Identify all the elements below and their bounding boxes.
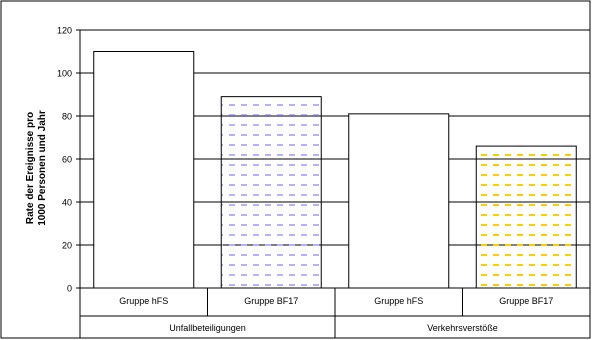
category-label: Gruppe BF17 bbox=[499, 296, 553, 306]
y-tick-label: 40 bbox=[62, 198, 72, 208]
y-tick-label: 100 bbox=[57, 69, 72, 79]
bar bbox=[348, 113, 450, 289]
category-label: Gruppe hFS bbox=[119, 296, 168, 306]
group-label: Unfallbeteiligungen bbox=[169, 323, 246, 333]
y-axis-title-line2: 1000 Personen und Jahr bbox=[37, 110, 48, 226]
category-label: Gruppe hFS bbox=[374, 296, 423, 306]
group-label: Verkehrsverstöße bbox=[427, 323, 498, 333]
y-axis-title-line1: Rate der Ereignisse pro bbox=[25, 112, 36, 224]
category-label: Gruppe BF17 bbox=[244, 296, 298, 306]
y-tick-label: 20 bbox=[62, 241, 72, 251]
x-axis-labels: Gruppe hFS Gruppe BF17 Gruppe hFS Gruppe BF… bbox=[79, 288, 591, 338]
y-tick-label: 120 bbox=[57, 26, 72, 36]
bars bbox=[93, 51, 577, 289]
y-tick-label: 60 bbox=[62, 155, 72, 165]
bar bbox=[220, 96, 322, 289]
y-tick-label: 80 bbox=[62, 112, 72, 122]
y-axis-ticks: 0 20 40 60 80 100 120 bbox=[57, 26, 80, 294]
bar bbox=[93, 51, 195, 289]
y-tick-label: 0 bbox=[67, 284, 72, 294]
bar bbox=[475, 145, 577, 289]
y-axis-title: Rate der Ereignisse pro 1000 Personen un… bbox=[25, 110, 48, 226]
